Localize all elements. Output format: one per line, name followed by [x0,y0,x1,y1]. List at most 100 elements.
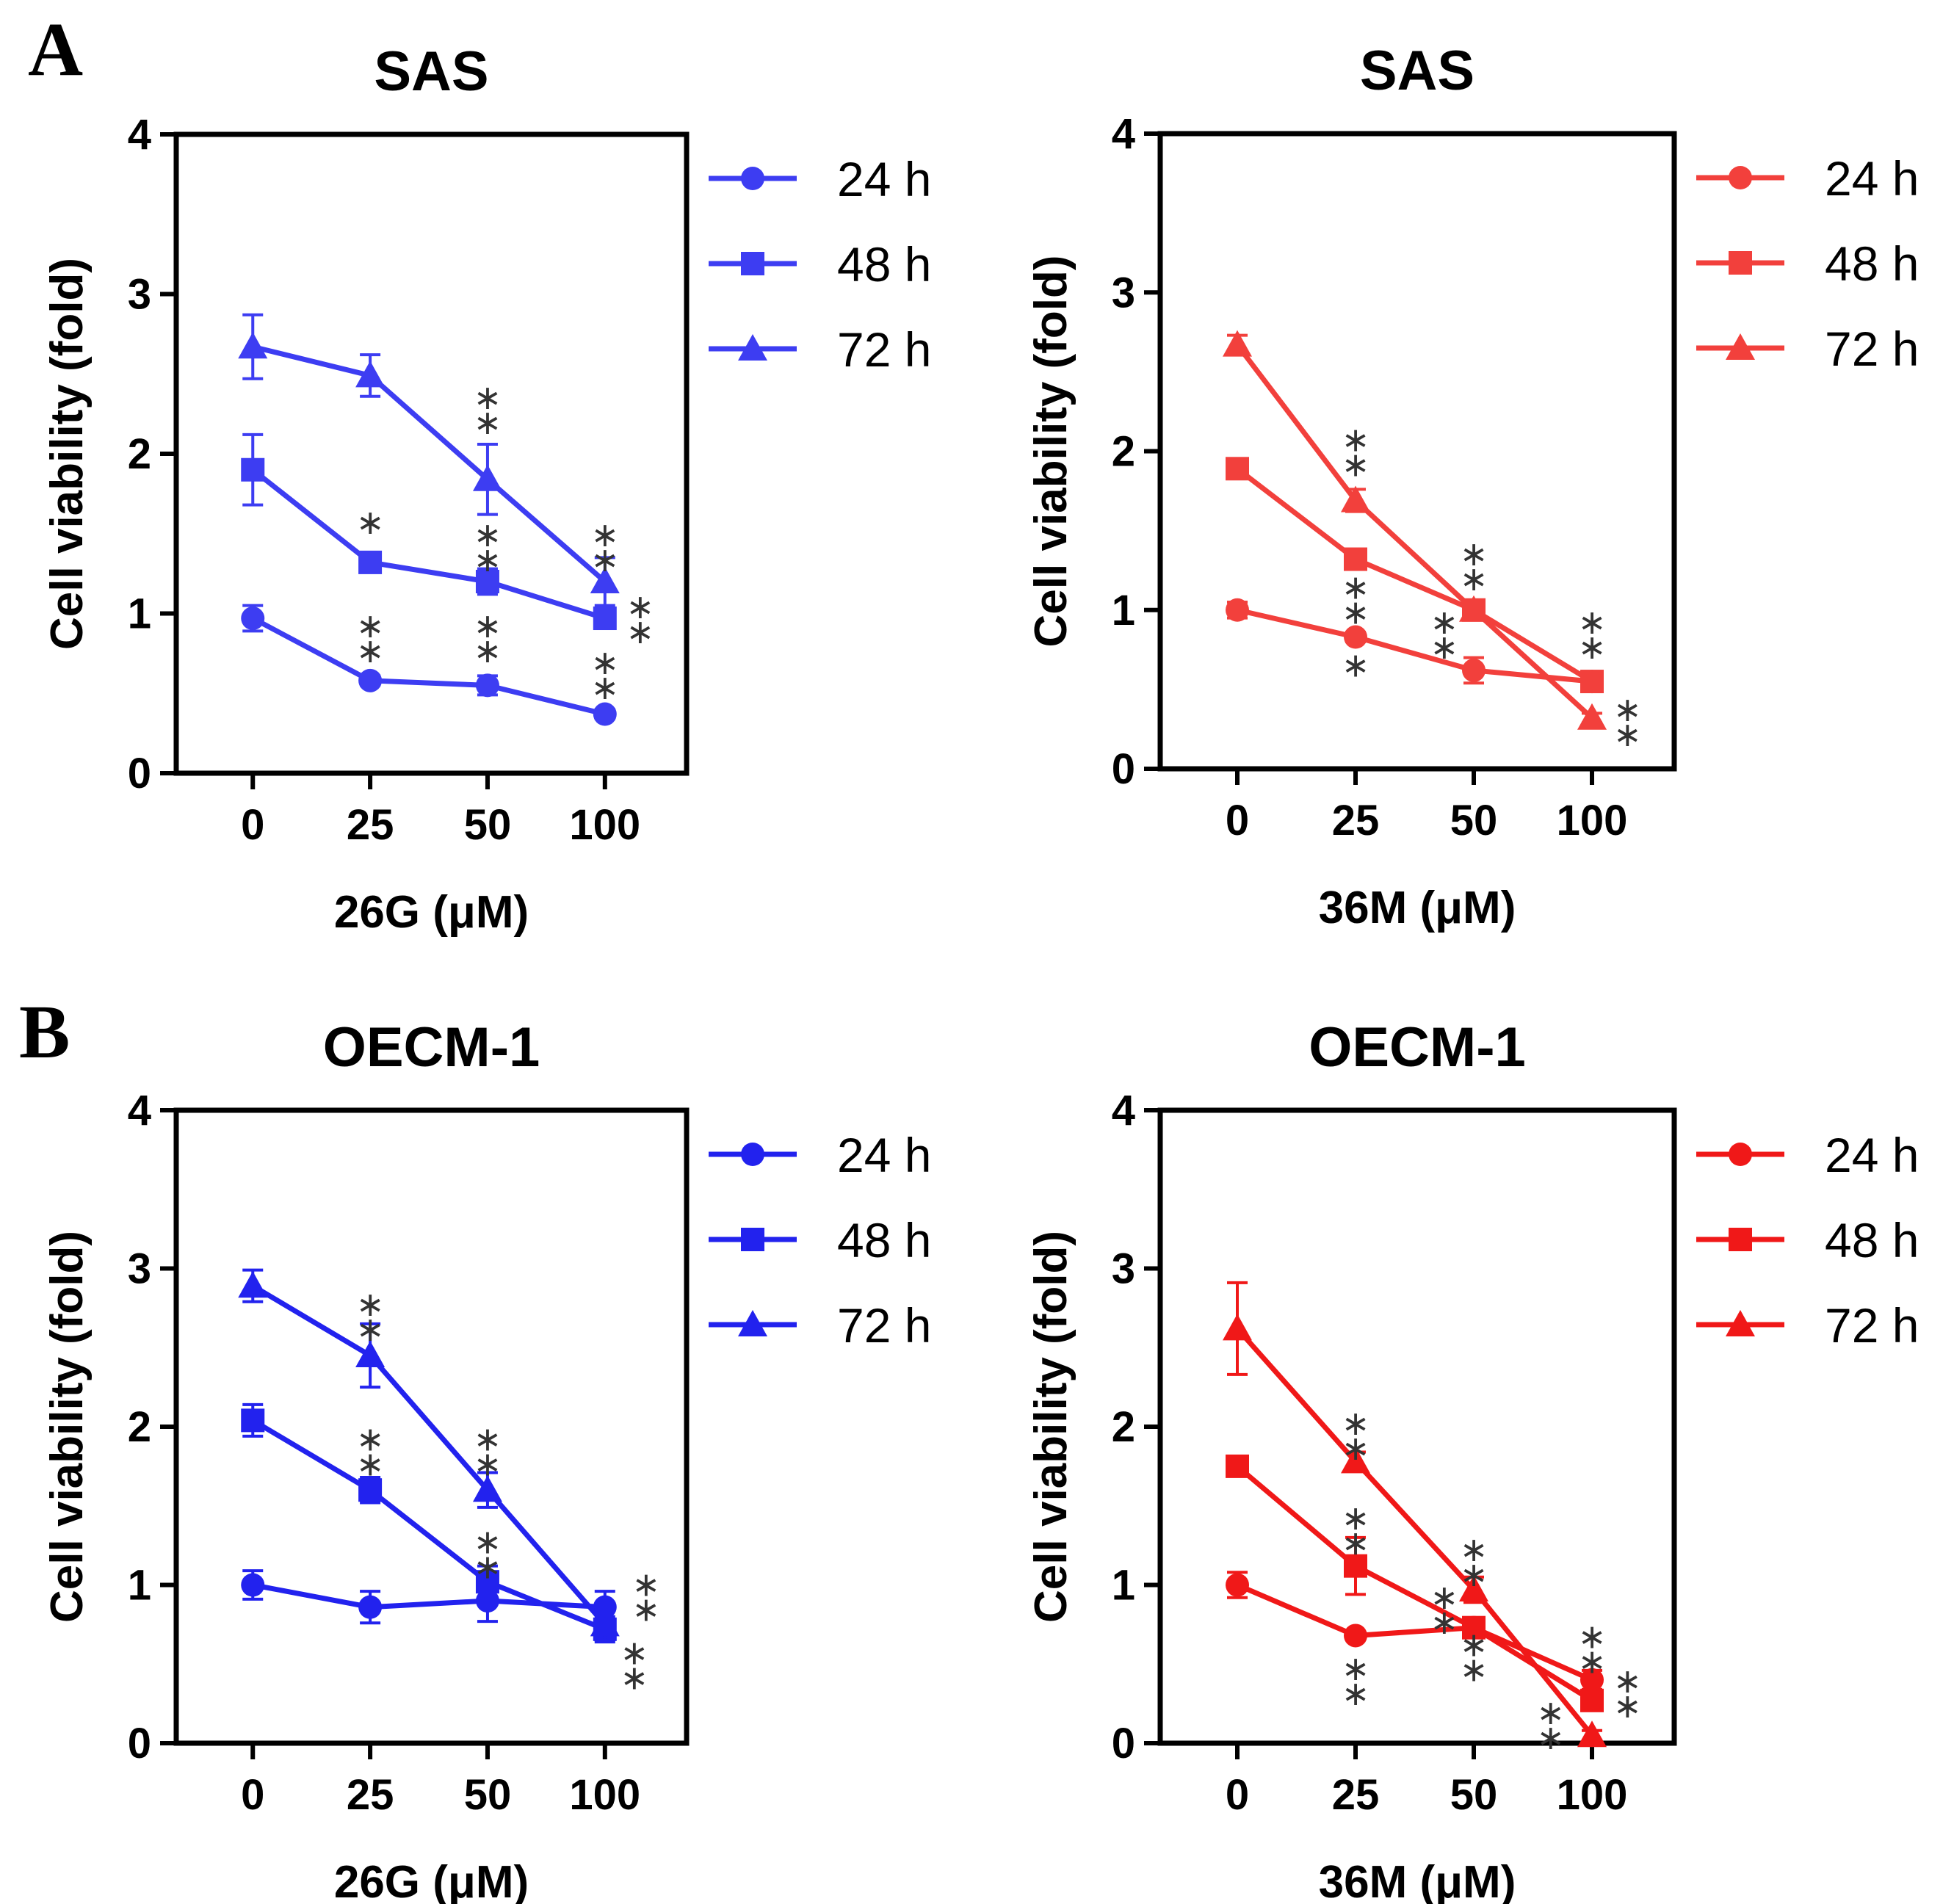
y-tick-label: 2 [128,430,151,478]
significance-mark: ∗ ∗ [1430,1578,1458,1641]
significance-mark: ∗ ∗ [474,607,502,670]
y-tick-label: 1 [1112,587,1135,634]
significance-mark: ∗ ∗ [1342,1649,1370,1712]
significance-mark: ∗ ∗ [1536,1693,1565,1756]
data-point [1459,1574,1488,1601]
chart-title: OECM-1 [323,1016,540,1079]
series-line [252,1582,605,1610]
y-tick-label: 0 [128,750,151,797]
data-point [472,464,502,491]
legend-label: 72 h [837,1298,931,1353]
chart-3: OECM-1 0 1 2 3 4 0 25 50 100 26G (μM) Cell viabilit… [42,1016,931,1904]
series-48h [241,1402,617,1644]
series-48h [1226,457,1604,694]
x-axis-label: 36M (μM) [1319,1857,1516,1904]
x-tick-label: 50 [464,1771,512,1819]
legend-marker [738,334,767,361]
y-tick-label: 4 [1112,1087,1135,1134]
y-tick-label: 3 [1112,1245,1135,1293]
series-line [1235,343,1594,720]
chart-2: SAS 0 1 2 3 4 0 25 50 100 36M (μM) Cell viability (… [1026,40,1919,933]
series-line [251,615,606,717]
legend-marker [741,1143,764,1166]
y-tick-label: 4 [128,1087,151,1134]
significance-mark: ∗ ∗ [1460,1625,1488,1688]
legend-label: 48 h [837,237,931,292]
data-point [475,1570,499,1594]
legend-marker [741,167,764,190]
chart-4: OECM-1 0 1 2 3 4 0 25 50 100 36M (μM) Cell viabilit… [1026,1016,1919,1904]
y-axis-label: Cell viability (fold) [1026,1231,1076,1623]
significance-mark: ∗ ∗ [591,515,620,579]
data-point [1226,1454,1249,1478]
significance-mark: ∗ ∗ [632,1565,660,1629]
significance-mark: ∗ ∗ [1578,603,1607,666]
data-point [593,607,617,631]
data-point [593,1595,617,1619]
significance-mark: ∗ ∗ [1430,603,1458,666]
legend-label: 72 h [837,322,931,377]
legend-marker [1729,1228,1752,1251]
y-tick-label: 1 [1112,1562,1135,1610]
data-point [241,1573,265,1597]
y-tick-label: 1 [128,1562,151,1610]
data-point [1459,595,1488,622]
x-tick-label: 0 [241,801,264,849]
data-point [358,668,383,692]
data-point [1223,330,1252,357]
x-tick-label: 50 [464,801,512,849]
legend-marker [1729,1143,1752,1166]
x-tick-label: 25 [1332,1771,1380,1819]
data-point [1580,1688,1604,1712]
data-point [1226,457,1249,481]
legend-label: 48 h [1825,1213,1919,1267]
significance-mark: ∗ ∗ [1342,1404,1370,1467]
y-tick-label: 4 [1112,110,1135,158]
x-tick-label: 25 [1332,797,1380,844]
data-point [355,361,386,388]
x-tick-label: 50 [1450,797,1498,844]
data-point [1462,658,1486,682]
significance-mark: ∗ ∗ [474,1419,502,1483]
chart-1: SAS 0 1 2 3 4 0 25 50 100 26G (μM) Cell viability (… [42,40,931,938]
significance-mark: ∗ ∗ [1342,421,1370,484]
legend-label: 24 h [1825,1128,1919,1182]
data-point [593,702,617,726]
legend-label: 48 h [837,1213,931,1267]
significance-mark: ∗ ∗ [1578,1618,1607,1681]
significance-mark: ∗ ∗ [1342,1499,1370,1562]
series-line [251,1418,607,1632]
x-tick-label: 25 [347,1771,394,1819]
data-point [1344,625,1367,649]
significance-mark: ∗ ∗ [356,1285,385,1348]
y-tick-label: 3 [128,271,151,319]
legend-label: 24 h [1825,151,1919,206]
x-tick-label: 25 [347,801,394,849]
chart-title: SAS [374,40,488,103]
x-tick-label: 100 [569,1771,640,1819]
chart-title: OECM-1 [1309,1016,1526,1079]
y-tick-label: 2 [1112,1403,1135,1451]
significance-mark: ∗ ∗ [620,1633,648,1696]
legend-marker [1729,251,1752,275]
data-point [241,457,265,482]
y-axis-label: Cell viability (fold) [42,258,93,650]
data-point [358,550,383,574]
data-point [1223,1314,1252,1341]
significance-mark: ∗ ∗ [1613,1662,1642,1725]
x-tick-label: 50 [1450,1771,1498,1819]
significance-mark: ∗ ∗ [474,515,502,579]
legend-marker [738,1310,767,1336]
panel-label-b: B [19,990,70,1074]
data-point [1344,1554,1367,1578]
significance-mark: ∗ ∗ [356,607,385,670]
series-line [251,468,606,621]
x-tick-label: 100 [1557,797,1628,844]
data-point [358,1595,383,1619]
x-axis-label: 36M (μM) [1319,883,1516,933]
y-tick-label: 2 [1112,428,1135,476]
data-point [1341,485,1370,513]
series-48h [241,432,617,631]
series-line [1237,607,1593,684]
